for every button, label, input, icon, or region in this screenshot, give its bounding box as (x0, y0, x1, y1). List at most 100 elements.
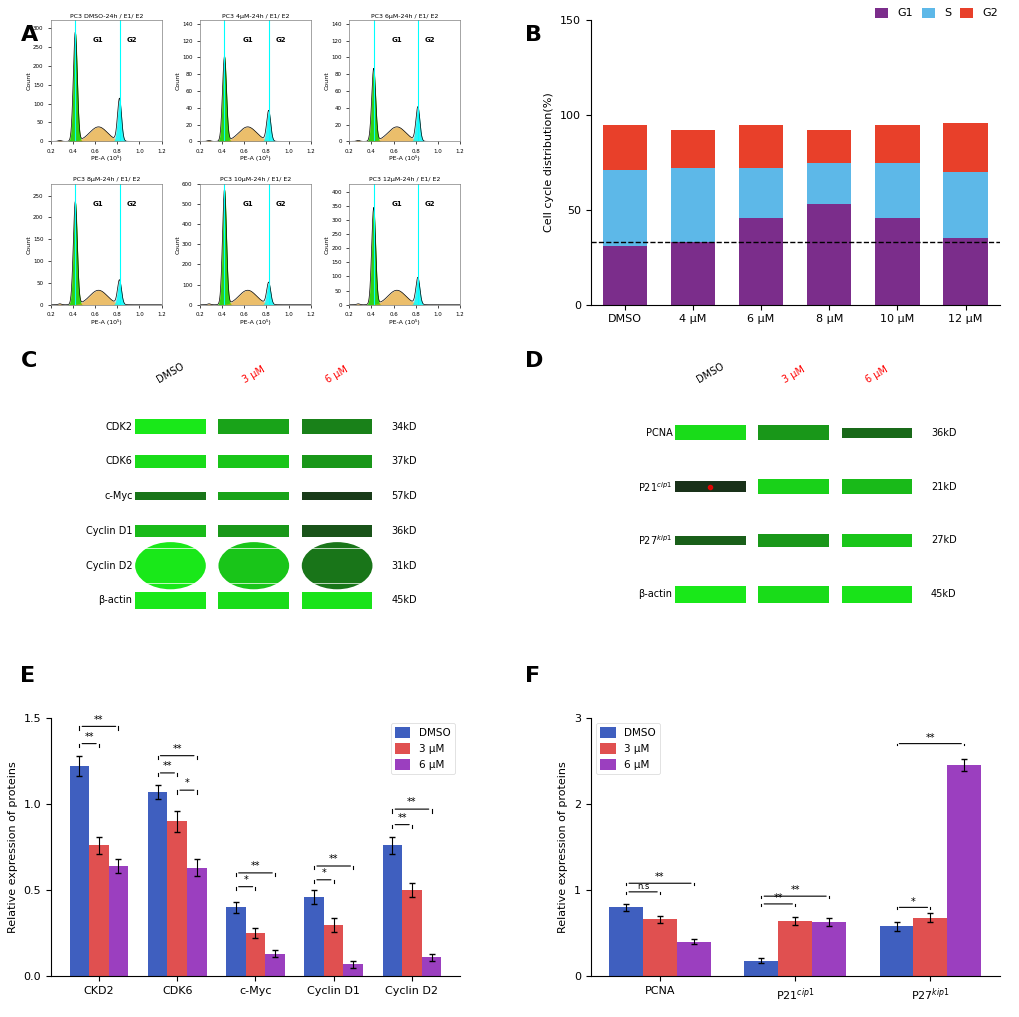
Text: **: ** (85, 732, 94, 741)
Text: **: ** (162, 761, 172, 771)
Bar (841, 586, 911, 603)
Bar (302, 592, 372, 609)
Text: G1: G1 (391, 38, 401, 43)
Text: **: ** (251, 861, 260, 872)
Bar (302, 455, 372, 468)
Bar (265, 954, 284, 976)
Text: G2: G2 (126, 38, 137, 43)
Ellipse shape (135, 542, 206, 589)
Bar (89, 845, 109, 976)
Bar (841, 479, 911, 494)
Text: 57kD: 57kD (391, 491, 417, 501)
Bar (757, 534, 828, 547)
Y-axis label: Count: Count (175, 235, 180, 253)
Title: PC3 12μM-24h / E1/ E2: PC3 12μM-24h / E1/ E2 (369, 177, 440, 182)
Text: **: ** (772, 893, 783, 903)
Text: G2: G2 (275, 38, 285, 43)
Text: B: B (525, 25, 542, 46)
Bar (738, 218, 783, 305)
Text: **: ** (654, 873, 664, 883)
Text: **: ** (924, 733, 934, 742)
X-axis label: PE-A (10⁵): PE-A (10⁵) (91, 156, 121, 162)
Bar (675, 536, 745, 545)
Text: P21$^{cip1}$: P21$^{cip1}$ (638, 480, 672, 493)
Y-axis label: Count: Count (324, 235, 329, 253)
Text: β-actin: β-actin (638, 589, 672, 599)
Text: A: A (20, 25, 38, 46)
Bar (806, 130, 851, 163)
Bar (806, 204, 851, 305)
Text: *: * (184, 778, 190, 788)
Legend: G1, S, G2: G1, S, G2 (869, 3, 1002, 22)
Y-axis label: Relative expression of proteins: Relative expression of proteins (557, 761, 568, 933)
Bar (642, 919, 677, 976)
Bar (675, 481, 745, 492)
Text: 34kD: 34kD (391, 421, 417, 431)
Bar (246, 934, 265, 976)
Text: β-actin: β-actin (99, 596, 132, 605)
Bar (135, 419, 206, 434)
Bar (671, 168, 714, 242)
Text: 45kD: 45kD (930, 589, 956, 599)
X-axis label: PE-A (10⁵): PE-A (10⁵) (239, 318, 271, 324)
Bar (841, 428, 911, 438)
Text: **: ** (328, 854, 338, 864)
Bar (135, 455, 206, 468)
Bar (343, 964, 363, 976)
Bar (304, 897, 324, 976)
Text: G2: G2 (424, 200, 434, 206)
Text: Cyclin D1: Cyclin D1 (86, 526, 132, 536)
Bar (135, 525, 206, 537)
Text: G1: G1 (391, 200, 401, 206)
Text: 3 μM: 3 μM (780, 364, 806, 384)
Bar (757, 425, 828, 440)
Y-axis label: Count: Count (324, 71, 329, 91)
Text: *: * (910, 897, 915, 906)
Text: **: ** (407, 797, 417, 807)
Bar (671, 130, 714, 168)
Y-axis label: Cell cycle distribution(%): Cell cycle distribution(%) (544, 93, 554, 233)
Bar (218, 492, 288, 499)
Text: 6 μM: 6 μM (324, 364, 350, 384)
Text: G2: G2 (126, 200, 137, 206)
Bar (811, 922, 845, 976)
X-axis label: PE-A (10⁵): PE-A (10⁵) (91, 318, 121, 324)
Text: *: * (321, 869, 326, 878)
Bar (218, 592, 288, 609)
Y-axis label: Count: Count (26, 235, 32, 253)
Text: **: ** (94, 715, 104, 725)
Bar (218, 419, 288, 434)
Text: G1: G1 (93, 38, 104, 43)
Bar (874, 218, 918, 305)
Y-axis label: Count: Count (26, 71, 32, 91)
Bar (841, 534, 911, 547)
X-axis label: PE-A (10⁵): PE-A (10⁵) (389, 156, 420, 162)
Bar (69, 766, 89, 976)
Text: D: D (525, 351, 543, 371)
Text: 37kD: 37kD (391, 457, 417, 467)
Bar (757, 586, 828, 603)
Bar (874, 125, 918, 163)
Text: CDK2: CDK2 (106, 421, 132, 431)
Bar (302, 419, 372, 434)
Text: 3 μM: 3 μM (240, 364, 266, 384)
Bar (135, 592, 206, 609)
Bar (135, 492, 206, 499)
Text: G1: G1 (242, 200, 253, 206)
Text: **: ** (790, 886, 799, 895)
Text: CDK6: CDK6 (106, 457, 132, 467)
Title: PC3 10μM-24h / E1/ E2: PC3 10μM-24h / E1/ E2 (220, 177, 290, 182)
Title: PC3 4μM-24h / E1/ E2: PC3 4μM-24h / E1/ E2 (221, 13, 289, 18)
Title: PC3 6μM-24h / E1/ E2: PC3 6μM-24h / E1/ E2 (371, 13, 438, 18)
Text: 45kD: 45kD (391, 596, 417, 605)
Text: G1: G1 (93, 200, 104, 206)
Bar (947, 765, 980, 976)
Ellipse shape (302, 542, 372, 589)
Bar (602, 170, 646, 246)
Text: F: F (525, 666, 540, 686)
Bar (302, 492, 372, 499)
Bar (757, 479, 828, 494)
X-axis label: PE-A (10⁵): PE-A (10⁵) (389, 318, 420, 324)
Bar (677, 942, 710, 976)
Bar (671, 242, 714, 305)
